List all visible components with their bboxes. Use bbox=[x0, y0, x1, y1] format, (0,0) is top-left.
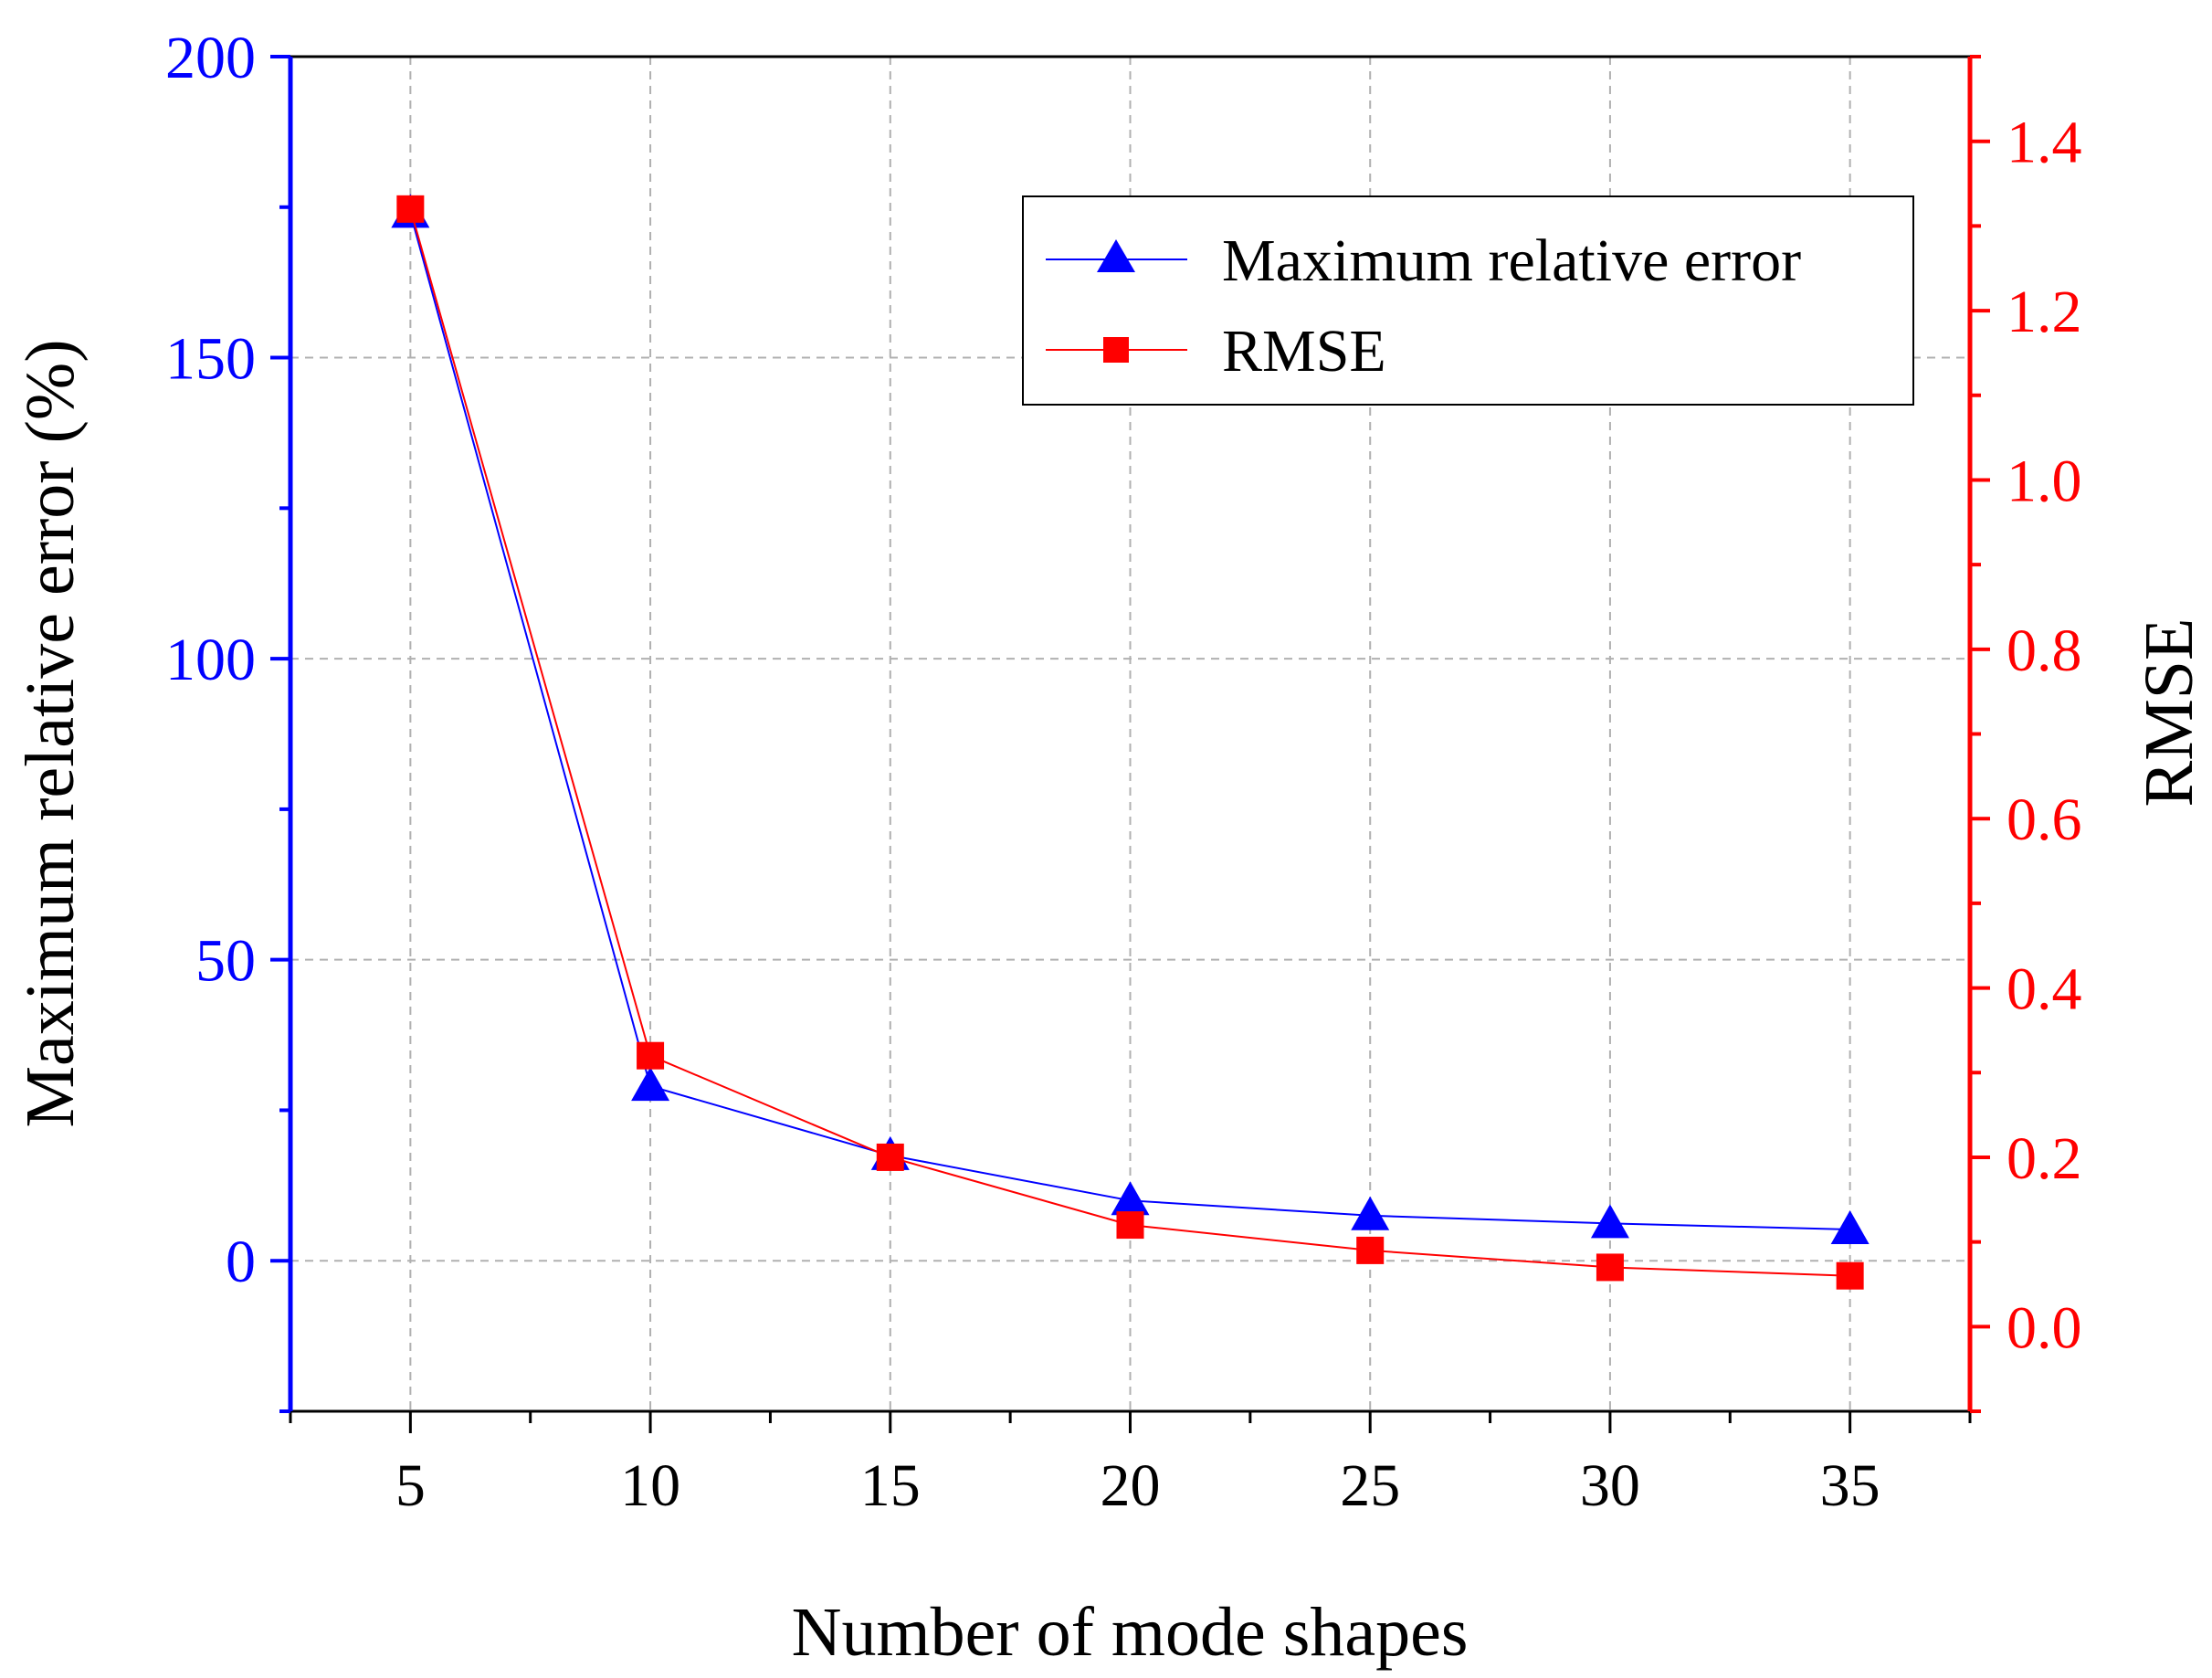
x-tick-label: 30 bbox=[1580, 1452, 1640, 1519]
x-tick-label: 5 bbox=[395, 1452, 426, 1519]
x-axis-title: Number of mode shapes bbox=[792, 1594, 1469, 1671]
data-point-square bbox=[1596, 1253, 1624, 1282]
legend: Maximum relative error RMSE bbox=[1022, 195, 1914, 406]
y-left-axis-title: Maximum relative error (%) bbox=[12, 339, 89, 1127]
data-point-triangle bbox=[1111, 1181, 1150, 1216]
data-point-triangle bbox=[1830, 1209, 1870, 1244]
y-left-tick-label: 150 bbox=[165, 326, 256, 393]
legend-box bbox=[1022, 195, 1914, 406]
legend-label-max-error: Maximum relative error bbox=[1222, 227, 1801, 294]
data-point-triangle bbox=[631, 1067, 670, 1102]
series bbox=[391, 194, 1870, 1290]
x-tick-label: 20 bbox=[1101, 1452, 1161, 1519]
y-left-tick-label: 0 bbox=[226, 1229, 256, 1295]
y-left-tick-label: 100 bbox=[165, 627, 256, 693]
legend-marker-triangle bbox=[1097, 239, 1135, 272]
y-right-tick-label: 0.6 bbox=[2007, 786, 2082, 853]
x-tick-label: 15 bbox=[860, 1452, 921, 1519]
data-point-square bbox=[1836, 1261, 1864, 1290]
x-tick-label: 10 bbox=[620, 1452, 680, 1519]
y-left-tick-label: 50 bbox=[195, 928, 256, 995]
data-point-square bbox=[1356, 1236, 1385, 1264]
y-right-tick-label: 1.0 bbox=[2007, 448, 2082, 514]
legend-label-rmse: RMSE bbox=[1222, 318, 1386, 385]
data-point-square bbox=[396, 195, 425, 223]
y-right-axis-title: RMSE bbox=[2131, 618, 2207, 807]
ticks: 5 10 15 20 25 30 35 0 50 100 150 200 0.0 0.2 0.4 0.6 0.8… bbox=[165, 25, 2082, 1519]
legend-marker-square bbox=[1103, 337, 1129, 363]
y-right-tick-label: 0.0 bbox=[2007, 1294, 2082, 1361]
data-point-triangle bbox=[1590, 1204, 1629, 1239]
y-right-tick-label: 1.2 bbox=[2007, 279, 2082, 345]
y-left-tick-label: 200 bbox=[165, 25, 256, 91]
data-point-square bbox=[637, 1041, 665, 1070]
x-tick-label: 25 bbox=[1340, 1452, 1400, 1519]
x-tick-label: 35 bbox=[1820, 1452, 1880, 1519]
data-point-square bbox=[1116, 1211, 1144, 1240]
data-point-square bbox=[876, 1143, 904, 1171]
y-right-tick-label: 1.4 bbox=[2007, 110, 2082, 176]
data-point-triangle bbox=[1351, 1196, 1390, 1230]
y-right-tick-label: 0.8 bbox=[2007, 617, 2082, 684]
y-right-tick-label: 0.4 bbox=[2007, 956, 2082, 1023]
y-right-tick-label: 0.2 bbox=[2007, 1125, 2082, 1192]
